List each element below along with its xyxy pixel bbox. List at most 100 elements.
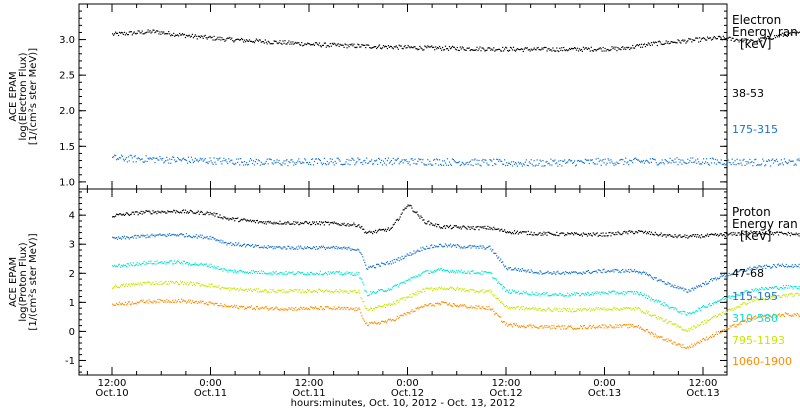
data-point xyxy=(193,212,195,214)
data-point xyxy=(177,234,179,236)
data-point xyxy=(512,46,515,48)
data-point xyxy=(476,159,478,161)
data-point xyxy=(210,283,212,285)
data-point xyxy=(743,39,745,42)
data-point xyxy=(236,244,238,246)
data-point xyxy=(112,156,114,158)
data-point xyxy=(121,155,123,157)
data-point xyxy=(243,244,245,246)
data-point xyxy=(469,49,471,52)
data-point xyxy=(692,311,694,314)
data-point xyxy=(377,230,379,232)
data-point xyxy=(157,159,159,161)
data-point xyxy=(255,158,257,161)
data-point xyxy=(649,274,651,276)
data-point xyxy=(384,228,386,230)
data-point xyxy=(337,223,339,225)
data-point xyxy=(749,40,751,42)
data-point xyxy=(711,280,714,282)
data-point xyxy=(491,160,493,162)
data-point xyxy=(506,47,508,49)
data-point xyxy=(149,262,151,264)
data-point xyxy=(441,164,443,166)
data-point xyxy=(604,235,606,237)
data-point xyxy=(468,226,470,228)
data-point xyxy=(745,233,747,235)
data-point xyxy=(654,41,656,43)
data-point xyxy=(723,234,725,236)
data-point xyxy=(298,158,300,160)
data-point xyxy=(721,235,723,237)
data-point xyxy=(443,268,445,270)
data-point xyxy=(365,290,367,292)
data-point xyxy=(321,246,323,249)
data-point xyxy=(260,246,262,248)
data-point xyxy=(255,288,257,290)
data-point xyxy=(621,269,623,271)
data-point xyxy=(759,232,761,235)
data-point xyxy=(312,273,314,275)
data-point xyxy=(236,272,238,274)
data-point xyxy=(189,161,191,163)
data-point xyxy=(452,158,454,161)
data-point xyxy=(640,271,642,274)
data-point xyxy=(471,159,473,161)
data-point xyxy=(685,42,687,44)
data-point xyxy=(344,224,346,226)
data-point xyxy=(605,292,607,294)
data-point xyxy=(436,158,438,160)
data-point xyxy=(166,212,168,214)
data-point xyxy=(326,274,328,276)
data-point xyxy=(343,222,345,224)
data-point xyxy=(331,158,333,160)
data-point xyxy=(292,271,294,273)
data-point xyxy=(220,217,222,219)
data-point xyxy=(603,268,605,270)
data-point xyxy=(235,242,237,244)
data-point xyxy=(786,234,788,236)
data-point xyxy=(233,243,235,246)
data-point xyxy=(772,38,775,40)
data-point xyxy=(385,46,387,48)
data-point xyxy=(386,159,388,162)
data-point xyxy=(296,222,298,224)
data-point xyxy=(188,283,190,285)
data-point xyxy=(707,163,710,165)
data-point xyxy=(411,158,413,160)
data-point xyxy=(218,239,220,241)
data-point xyxy=(697,234,699,236)
data-point xyxy=(750,161,752,164)
data-point xyxy=(520,292,522,294)
data-point xyxy=(693,39,695,42)
data-point xyxy=(158,281,160,283)
data-point xyxy=(355,249,357,251)
data-point xyxy=(161,261,163,263)
data-point xyxy=(162,262,164,264)
data-point xyxy=(682,287,684,289)
data-point xyxy=(678,158,680,160)
data-point xyxy=(144,281,146,284)
data-point xyxy=(143,260,145,263)
data-point xyxy=(320,273,322,275)
data-point xyxy=(355,274,357,276)
data-point xyxy=(196,282,198,284)
data-point xyxy=(171,158,173,160)
data-point xyxy=(754,289,756,291)
data-point xyxy=(747,233,749,235)
data-point xyxy=(522,269,524,271)
data-point xyxy=(499,282,501,285)
data-point xyxy=(536,47,538,49)
data-point xyxy=(457,49,459,51)
data-point xyxy=(665,283,667,285)
data-point xyxy=(185,261,188,264)
data-point xyxy=(181,34,183,36)
data-point xyxy=(327,246,329,248)
data-point xyxy=(554,159,556,161)
data-point xyxy=(277,246,279,248)
data-point xyxy=(433,246,435,248)
data-point xyxy=(382,290,385,292)
data-point xyxy=(448,245,451,247)
data-point xyxy=(713,234,715,236)
data-point xyxy=(612,269,614,271)
data-point xyxy=(499,158,501,161)
